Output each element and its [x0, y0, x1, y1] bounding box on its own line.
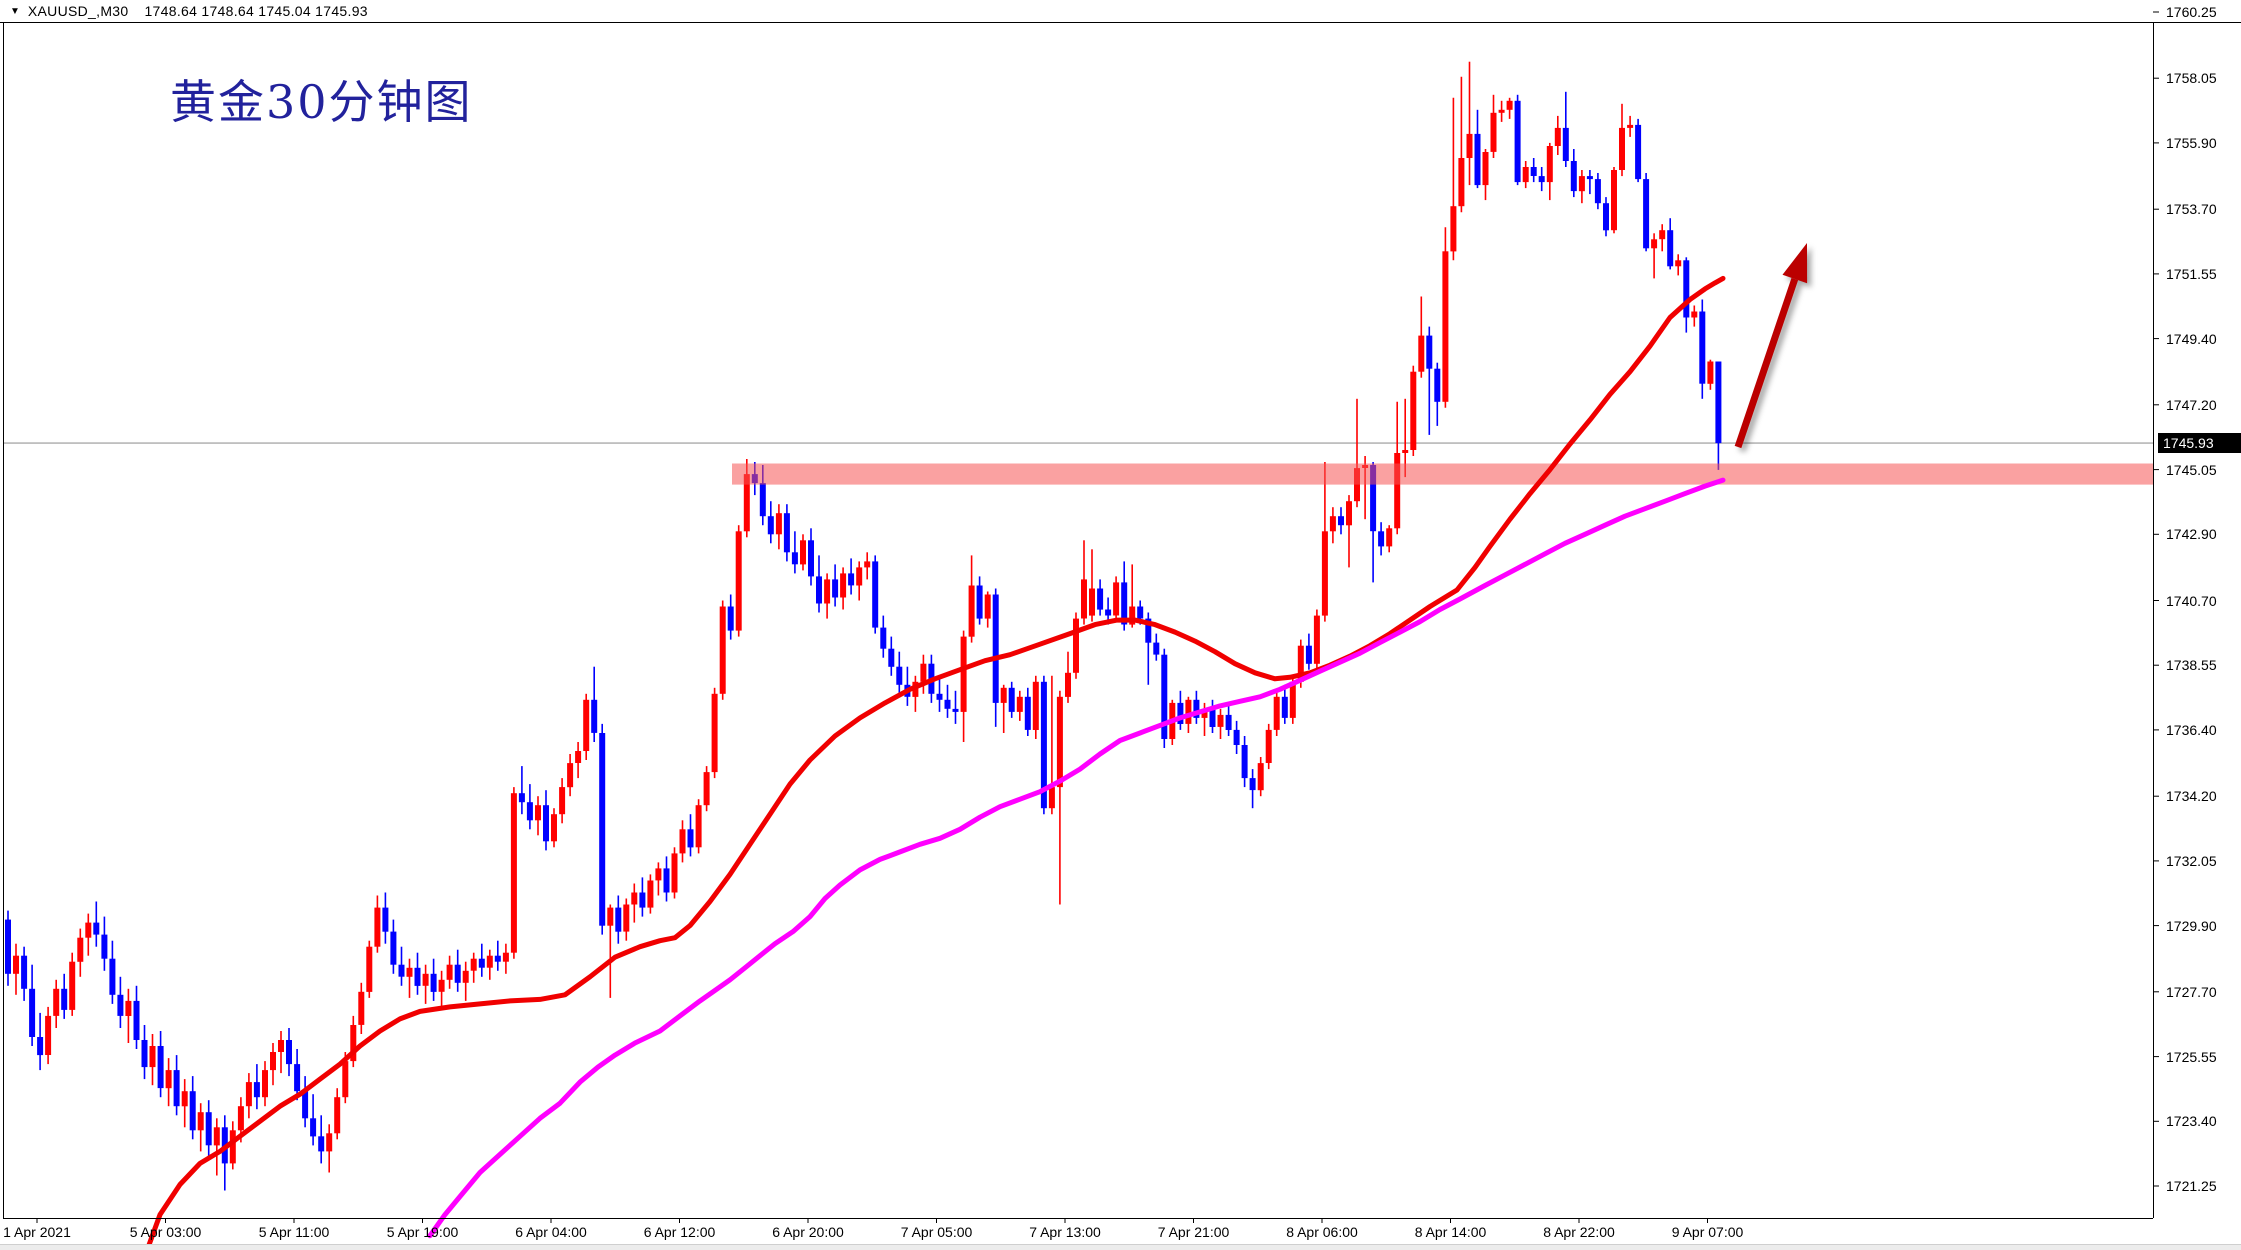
price-axis-label: 1749.40 — [2166, 330, 2217, 347]
magenta-ma-line — [427, 477, 1726, 1239]
time-axis-label: 5 Apr 03:00 — [129, 1224, 202, 1240]
price-axis-label: 1729.90 — [2166, 917, 2217, 934]
time-axis-label: 5 Apr 19:00 — [386, 1224, 459, 1240]
price-axis-label: 1736.40 — [2166, 721, 2217, 738]
bottom-scroll-strip[interactable] — [0, 1244, 2241, 1250]
time-axis-label: 7 Apr 05:00 — [900, 1224, 973, 1240]
price-axis-label: 1723.40 — [2166, 1113, 2217, 1130]
time-axis-label: 5 Apr 11:00 — [258, 1224, 330, 1240]
price-axis-label: 1738.55 — [2166, 657, 2217, 674]
price-axis-label: 1740.70 — [2166, 592, 2217, 609]
price-axis-label: 1760.25 — [2166, 4, 2217, 20]
chart-title: 黄金30分钟图 — [170, 75, 473, 129]
red-ma-line — [145, 275, 1726, 1250]
price-axis-label: 1758.05 — [2166, 70, 2217, 87]
plot-border — [0, 22, 2241, 1219]
time-axis-label: 6 Apr 20:00 — [772, 1224, 844, 1240]
time-axis-label: 9 Apr 07:00 — [1671, 1224, 1744, 1240]
price-axis-label: 1742.90 — [2166, 526, 2217, 543]
price-axis-label: 1732.05 — [2166, 852, 2217, 869]
current-price-tag: 1745.93 — [2158, 433, 2241, 454]
time-axis-label: 8 Apr 22:00 — [1543, 1224, 1615, 1240]
price-axis-label: 1721.25 — [2166, 1178, 2217, 1194]
price-axis-label: 1751.55 — [2166, 265, 2217, 282]
time-axis-label: 7 Apr 13:00 — [1029, 1224, 1101, 1240]
symbol-info-bar: ▼ XAUUSD_,M30 1748.64 1748.64 1745.04 17… — [0, 0, 2241, 22]
time-axis-label: 8 Apr 14:00 — [1414, 1224, 1487, 1240]
time-axis-label: 6 Apr 12:00 — [643, 1224, 716, 1240]
time-axis-label: 1 Apr 2021 — [3, 1224, 71, 1240]
axis-ticks — [36, 11, 2159, 1223]
trend-arrow — [1734, 243, 1808, 449]
time-axis-label: 8 Apr 06:00 — [1286, 1224, 1358, 1240]
ohlc-quote-label: 1748.64 1748.64 1745.04 1745.93 — [144, 3, 368, 19]
price-axis-label: 1755.90 — [2166, 134, 2217, 151]
time-axis-label: 6 Apr 04:00 — [515, 1224, 587, 1240]
candlestick-series — [5, 61, 1722, 1191]
price-axis-label: 1734.20 — [2166, 788, 2217, 805]
price-axis-label: 1727.70 — [2166, 983, 2217, 1000]
symbol-period-label: XAUUSD_,M30 — [27, 3, 129, 19]
price-axis-label: 1753.70 — [2166, 201, 2217, 218]
resistance-zone-band — [732, 463, 2153, 485]
price-axis-label: 1747.20 — [2166, 396, 2217, 413]
chevron-down-icon[interactable]: ▼ — [10, 5, 20, 17]
price-axis-label: 1745.05 — [2166, 461, 2217, 478]
price-axis-label: 1725.55 — [2166, 1048, 2217, 1065]
time-axis-label: 7 Apr 21:00 — [1157, 1224, 1230, 1240]
